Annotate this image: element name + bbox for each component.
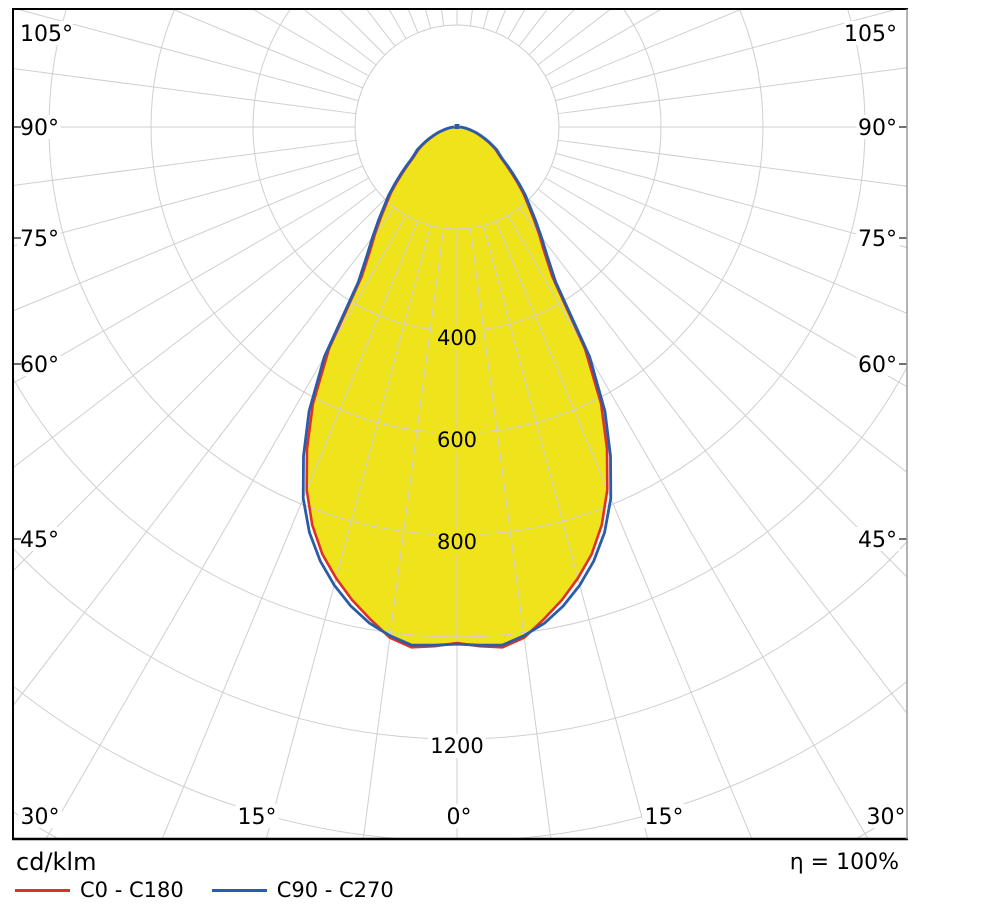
svg-text:75°: 75° xyxy=(858,227,897,252)
units-label: cd/klm xyxy=(16,848,97,876)
legend-label-c0-c180: C0 - C180 xyxy=(80,878,184,902)
curve-origin-marker xyxy=(454,124,460,129)
svg-text:15°: 15° xyxy=(238,805,277,830)
chart-legend: C0 - C180 C90 - C270 xyxy=(15,878,394,902)
svg-text:105°: 105° xyxy=(844,22,897,47)
curve-c90-c270 xyxy=(301,125,613,647)
border-ticks xyxy=(13,126,907,540)
legend-swatch-c0-c180-line xyxy=(15,888,70,892)
svg-text:400: 400 xyxy=(437,326,477,350)
legend-swatch-c90-c270-line xyxy=(211,888,267,892)
svg-text:75°: 75° xyxy=(20,227,59,252)
svg-text:45°: 45° xyxy=(858,528,897,553)
svg-text:1200: 1200 xyxy=(430,734,483,758)
radial-labels: 400 600 800 1200 xyxy=(428,326,486,758)
svg-text:60°: 60° xyxy=(20,353,59,378)
legend-label-c90-c270: C90 - C270 xyxy=(276,878,394,902)
legend-item-c0-c180: C0 - C180 xyxy=(15,878,184,902)
svg-text:90°: 90° xyxy=(20,116,59,141)
legend-item-c90-c270: C90 - C270 xyxy=(211,878,394,902)
svg-text:30°: 30° xyxy=(867,805,906,830)
svg-text:0°: 0° xyxy=(447,805,472,830)
svg-text:30°: 30° xyxy=(21,805,60,830)
chart-border xyxy=(12,8,908,841)
efficiency-label: η = 100% xyxy=(789,850,899,875)
svg-text:15°: 15° xyxy=(645,805,684,830)
angle-labels: 105° 105° 90° 90° 75° 75° 60° 60° 45° 45° 30° 15° 0°… xyxy=(17,21,908,830)
svg-text:90°: 90° xyxy=(858,116,897,141)
svg-text:60°: 60° xyxy=(858,353,897,378)
svg-text:45°: 45° xyxy=(20,528,59,553)
svg-text:105°: 105° xyxy=(20,22,73,47)
svg-text:800: 800 xyxy=(437,530,477,554)
svg-text:600: 600 xyxy=(437,428,477,452)
